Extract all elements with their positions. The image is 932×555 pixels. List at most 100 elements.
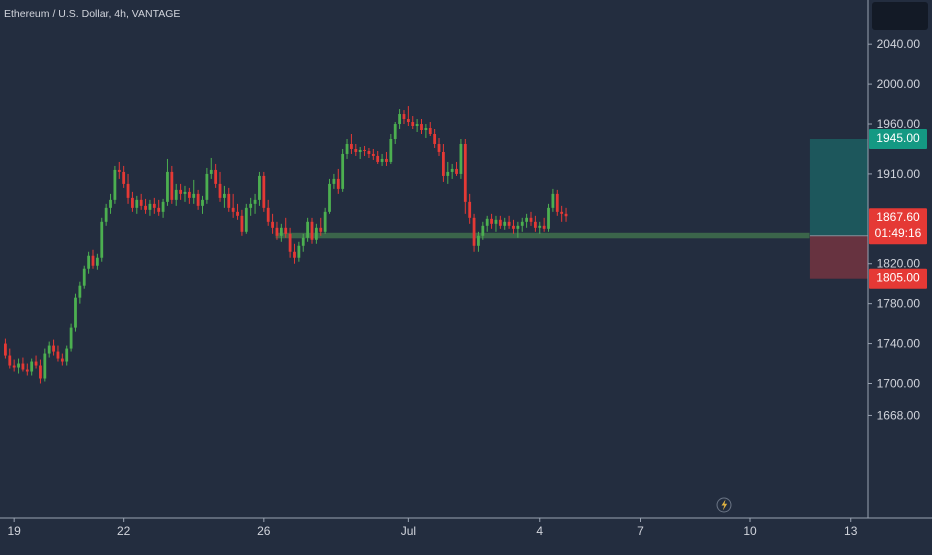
candle [463, 138, 467, 214]
candle [415, 119, 419, 133]
candle [503, 217, 507, 230]
candle [288, 227, 292, 258]
lightning-icon[interactable] [716, 497, 732, 513]
candle [358, 146, 362, 159]
candle [214, 163, 218, 188]
candle [117, 161, 121, 179]
x-tick-label: 13 [844, 524, 858, 538]
candle [139, 193, 143, 210]
candle [65, 345, 69, 366]
candle [564, 207, 568, 222]
candle [507, 215, 511, 229]
y-tick-label: 1820.00 [877, 257, 921, 271]
candle [542, 217, 546, 232]
x-tick-label: 22 [117, 524, 131, 538]
candle [455, 161, 458, 176]
candle [126, 173, 130, 204]
candle [525, 213, 529, 228]
y-tick-label: 1668.00 [877, 408, 921, 422]
candle [196, 189, 200, 210]
candle [43, 348, 47, 382]
candle [498, 215, 502, 229]
candle [323, 207, 327, 234]
candle [371, 148, 375, 160]
candle [363, 145, 366, 156]
candle [437, 137, 441, 156]
candle [424, 124, 428, 138]
candle [78, 281, 82, 304]
x-tick-label: 19 [7, 524, 21, 538]
candle [56, 345, 60, 362]
candle [161, 198, 165, 218]
x-tick-label: Jul [401, 524, 416, 538]
candle [47, 341, 51, 358]
svg-text:1945.00: 1945.00 [876, 131, 920, 145]
svg-text:1867.60: 1867.60 [876, 210, 920, 224]
candle [560, 205, 564, 222]
candle [512, 219, 515, 234]
candle [82, 265, 86, 289]
candle [428, 122, 432, 136]
candle [60, 353, 64, 366]
candle [271, 213, 274, 234]
candle [538, 221, 542, 234]
candle [389, 134, 393, 164]
candle [144, 198, 147, 214]
candle [152, 197, 156, 214]
candle [249, 197, 253, 216]
candle [477, 231, 480, 252]
candle [74, 293, 77, 332]
candle [411, 116, 415, 130]
candle [17, 358, 20, 374]
candle [135, 195, 139, 214]
candle [12, 359, 16, 372]
candle [284, 217, 288, 238]
candle [450, 163, 454, 179]
candle [345, 138, 349, 159]
candle [174, 183, 178, 206]
y-tick-label: 2000.00 [877, 77, 921, 91]
candle [555, 189, 559, 216]
candle [529, 211, 533, 226]
candle [279, 223, 283, 242]
candle [253, 193, 257, 214]
y-tick-label: 1780.00 [877, 297, 921, 311]
candle [314, 223, 318, 244]
x-tick-label: 26 [257, 524, 271, 538]
candle [319, 217, 323, 236]
candle [91, 249, 95, 269]
candle [8, 348, 12, 369]
candle [376, 150, 380, 164]
candle [406, 106, 410, 127]
candle [148, 199, 152, 216]
candle [122, 165, 126, 188]
y-tick-label: 1700.00 [877, 377, 921, 391]
candle [183, 185, 187, 202]
candle [4, 338, 7, 359]
candle [100, 217, 104, 262]
candle [516, 221, 520, 238]
candle [166, 158, 169, 206]
candle [433, 129, 437, 148]
candle [223, 185, 226, 208]
x-tick-label: 10 [743, 524, 757, 538]
candle [109, 193, 112, 214]
candle [446, 161, 450, 184]
candle [472, 213, 476, 252]
candle [179, 183, 182, 200]
svg-text:01:49:16: 01:49:16 [875, 226, 922, 240]
candle [354, 143, 358, 156]
candle [266, 199, 270, 226]
candle [262, 171, 266, 212]
candle [104, 203, 108, 226]
candle [468, 193, 472, 224]
support-zone[interactable] [275, 232, 810, 239]
candle [244, 203, 248, 234]
candle [113, 165, 117, 204]
candle [297, 241, 301, 262]
candle [301, 233, 305, 252]
candle [209, 157, 213, 179]
y-tick-label: 1960.00 [877, 117, 921, 131]
